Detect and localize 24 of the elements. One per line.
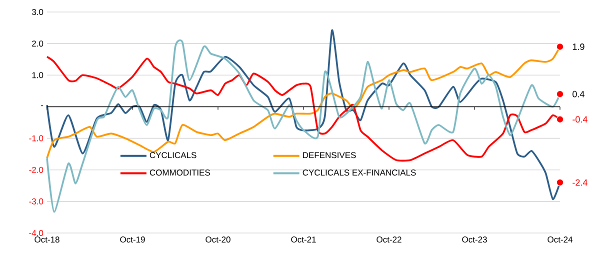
- x-tick-label: Oct-22: [376, 236, 402, 243]
- x-tick-label: Oct-21: [291, 236, 316, 243]
- legend-label: COMMODITIES: [150, 170, 210, 176]
- x-tick-label: Oct-24: [548, 236, 573, 243]
- legend-label: CYCLICALS EX-FINANCIALS: [302, 170, 416, 176]
- x-tick-label: Oct-23: [462, 236, 487, 243]
- annotation: 1.9: [572, 44, 584, 50]
- point: [556, 116, 564, 124]
- x-tick-label: Oct-20: [206, 236, 230, 243]
- y-tick-label: 1.0: [32, 72, 44, 78]
- x-tick-label: Oct-18: [34, 236, 60, 243]
- legend-label: CYCLICALS: [150, 152, 196, 158]
- legend-label: DEFENSIVES: [303, 152, 356, 158]
- y-tick-label: -3.0: [29, 198, 44, 204]
- y-tick-label: -1.0: [29, 135, 44, 142]
- annotation: -2.4: [572, 179, 588, 186]
- y-tick-label: -2.0: [29, 166, 44, 173]
- y-tick-label: 2.0: [32, 40, 44, 47]
- y-tick-label: -4.0: [29, 230, 44, 236]
- annotation: -0.4: [572, 116, 588, 123]
- annotation: 0.4: [572, 90, 584, 98]
- x-tick-label: Oct-19: [120, 236, 145, 243]
- y-tick-label: 3.0: [32, 9, 44, 16]
- y-tick-label: -: [41, 105, 44, 106]
